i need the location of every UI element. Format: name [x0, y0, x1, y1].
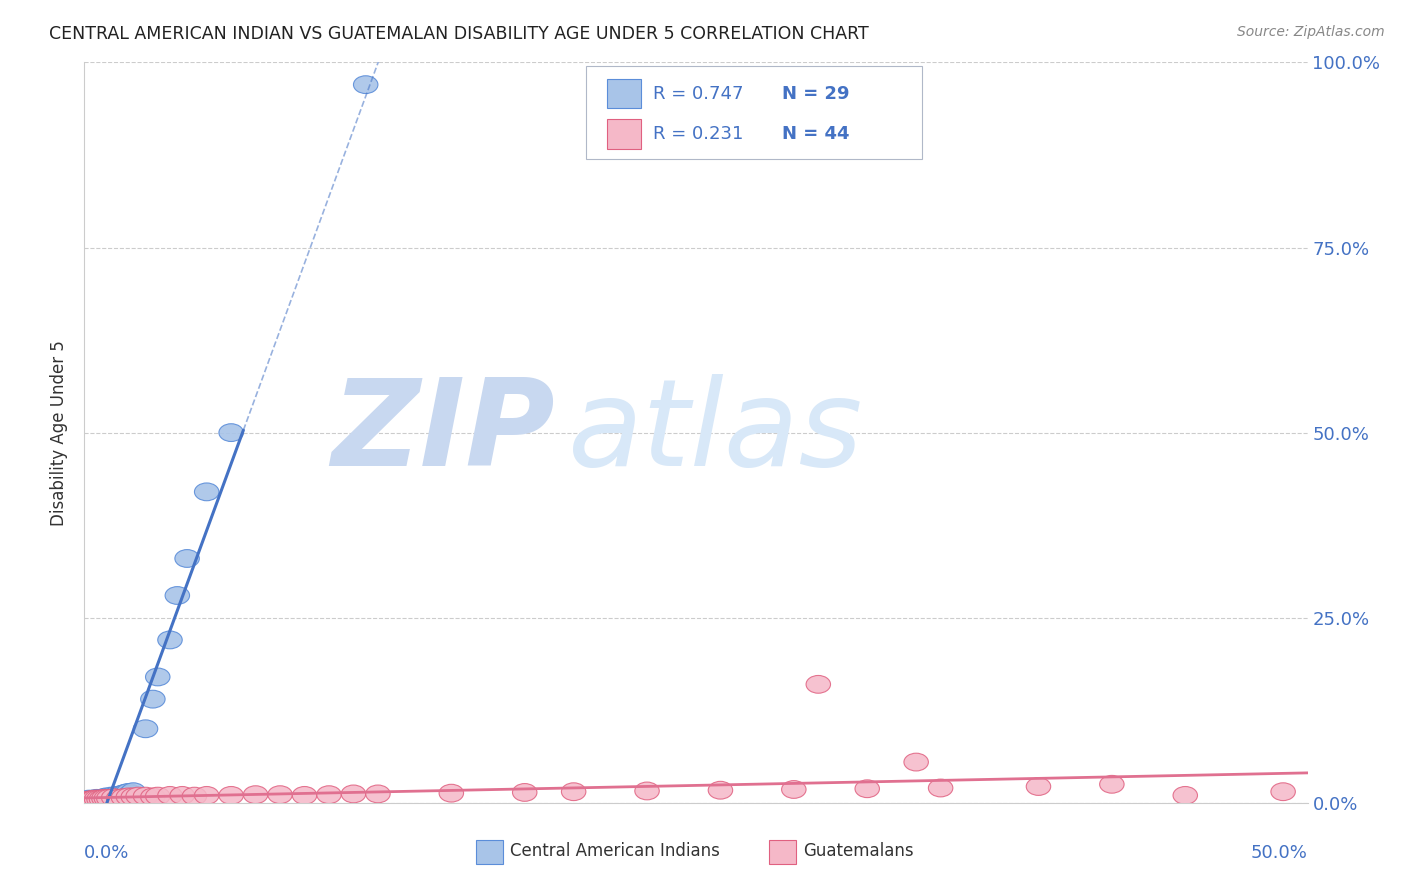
- Text: Guatemalans: Guatemalans: [804, 842, 914, 860]
- Text: N = 44: N = 44: [782, 125, 849, 143]
- Ellipse shape: [806, 675, 831, 693]
- Ellipse shape: [111, 785, 136, 803]
- Ellipse shape: [1271, 783, 1295, 801]
- Ellipse shape: [782, 780, 806, 798]
- Ellipse shape: [118, 785, 143, 803]
- Ellipse shape: [114, 784, 138, 802]
- Text: R = 0.231: R = 0.231: [654, 125, 744, 143]
- Ellipse shape: [82, 790, 107, 808]
- Text: 0.0%: 0.0%: [84, 844, 129, 862]
- Ellipse shape: [316, 786, 342, 804]
- Ellipse shape: [107, 788, 131, 805]
- Ellipse shape: [108, 786, 134, 804]
- Ellipse shape: [855, 780, 880, 797]
- Ellipse shape: [80, 791, 104, 809]
- Ellipse shape: [636, 782, 659, 800]
- Text: N = 29: N = 29: [782, 85, 849, 103]
- Ellipse shape: [194, 787, 219, 805]
- Ellipse shape: [243, 786, 269, 804]
- Ellipse shape: [84, 789, 108, 807]
- Ellipse shape: [101, 788, 127, 805]
- Ellipse shape: [1026, 778, 1050, 796]
- Ellipse shape: [134, 788, 157, 805]
- FancyBboxPatch shape: [606, 119, 641, 148]
- Ellipse shape: [170, 787, 194, 805]
- Ellipse shape: [146, 668, 170, 686]
- Ellipse shape: [219, 787, 243, 805]
- Ellipse shape: [134, 720, 157, 738]
- Ellipse shape: [117, 783, 141, 801]
- Ellipse shape: [94, 789, 118, 807]
- Ellipse shape: [97, 789, 121, 807]
- Text: ZIP: ZIP: [332, 374, 555, 491]
- Ellipse shape: [97, 789, 121, 806]
- Ellipse shape: [101, 789, 127, 806]
- Ellipse shape: [141, 690, 165, 708]
- Ellipse shape: [77, 790, 101, 808]
- FancyBboxPatch shape: [606, 78, 641, 109]
- Ellipse shape: [91, 789, 117, 806]
- Ellipse shape: [104, 787, 128, 805]
- Ellipse shape: [91, 789, 117, 807]
- Ellipse shape: [269, 786, 292, 804]
- Ellipse shape: [1099, 775, 1125, 793]
- Ellipse shape: [87, 790, 111, 808]
- Ellipse shape: [141, 788, 165, 805]
- Ellipse shape: [89, 789, 114, 807]
- Ellipse shape: [75, 791, 98, 809]
- Ellipse shape: [146, 788, 170, 805]
- Ellipse shape: [107, 789, 131, 807]
- Ellipse shape: [77, 791, 101, 809]
- Text: R = 0.747: R = 0.747: [654, 85, 744, 103]
- Ellipse shape: [117, 788, 141, 805]
- Ellipse shape: [366, 785, 391, 803]
- Ellipse shape: [439, 784, 464, 802]
- Ellipse shape: [127, 788, 150, 805]
- Ellipse shape: [82, 790, 107, 808]
- Ellipse shape: [904, 753, 928, 771]
- Text: 50.0%: 50.0%: [1251, 844, 1308, 862]
- Ellipse shape: [292, 787, 316, 805]
- Ellipse shape: [183, 788, 207, 805]
- Ellipse shape: [1173, 787, 1198, 805]
- Ellipse shape: [121, 783, 146, 801]
- Ellipse shape: [75, 792, 98, 809]
- Ellipse shape: [87, 790, 111, 808]
- Ellipse shape: [80, 791, 104, 809]
- Ellipse shape: [111, 789, 136, 806]
- Ellipse shape: [98, 788, 124, 805]
- Ellipse shape: [94, 788, 118, 805]
- Ellipse shape: [84, 790, 108, 808]
- Text: CENTRAL AMERICAN INDIAN VS GUATEMALAN DISABILITY AGE UNDER 5 CORRELATION CHART: CENTRAL AMERICAN INDIAN VS GUATEMALAN DI…: [49, 25, 869, 43]
- Ellipse shape: [353, 76, 378, 94]
- Ellipse shape: [928, 779, 953, 797]
- Ellipse shape: [561, 783, 586, 801]
- Text: atlas: atlas: [568, 374, 863, 491]
- Ellipse shape: [157, 787, 183, 805]
- FancyBboxPatch shape: [769, 840, 796, 864]
- Ellipse shape: [219, 424, 243, 442]
- Ellipse shape: [157, 631, 183, 648]
- Ellipse shape: [194, 483, 219, 500]
- Ellipse shape: [174, 549, 200, 567]
- Y-axis label: Disability Age Under 5: Disability Age Under 5: [51, 340, 69, 525]
- FancyBboxPatch shape: [475, 840, 503, 864]
- Ellipse shape: [513, 783, 537, 801]
- Text: Central American Indians: Central American Indians: [510, 842, 720, 860]
- Ellipse shape: [121, 788, 146, 805]
- Ellipse shape: [342, 785, 366, 803]
- FancyBboxPatch shape: [586, 66, 922, 159]
- Text: Source: ZipAtlas.com: Source: ZipAtlas.com: [1237, 25, 1385, 39]
- Ellipse shape: [709, 781, 733, 799]
- Ellipse shape: [165, 587, 190, 605]
- Ellipse shape: [89, 790, 114, 808]
